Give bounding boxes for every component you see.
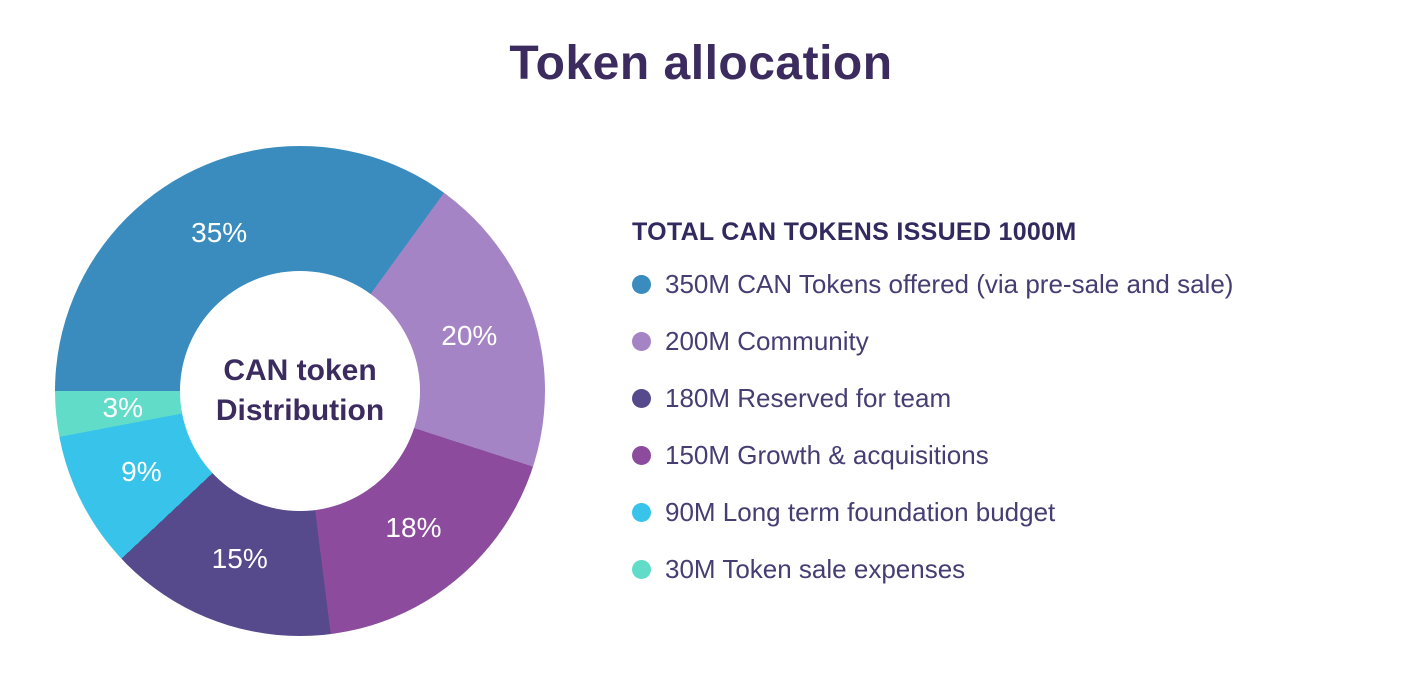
donut-center: CAN token Distribution [180,271,420,512]
legend-title: TOTAL CAN TOKENS ISSUED 1000M [632,218,1077,247]
legend-color-dot-icon [632,275,651,295]
donut-center-label-line2: Distribution [215,394,385,428]
legend-color-dot-icon [632,503,651,523]
legend-item: 30M Token sale expenses [632,555,1233,584]
legend-color-dot-icon [632,389,651,409]
content-row: 35% 20% 18% 15% 9% 3% CAN token Distribution … [0,111,1402,641]
legend-item-label: 150M Growth & acquisitions [665,440,989,471]
slice-percent-label: 35% [191,216,248,248]
legend-item: 150M Growth & acquisitions [632,441,1233,470]
legend: TOTAL CAN TOKENS ISSUED 1000M 350M CAN T… [632,111,1233,612]
legend-item-label: 30M Token sale expenses [665,554,966,585]
legend-item: 90M Long term foundation budget [632,498,1233,527]
slice-percent-label: 3% [102,391,144,423]
legend-color-dot-icon [632,332,651,352]
legend-list: 350M CAN Tokens offered (via pre-sale an… [632,270,1233,584]
page-title: Token allocation [509,37,893,90]
legend-color-dot-icon [632,446,651,466]
legend-item-label: 200M Community [665,326,869,357]
legend-item-label: 90M Long term foundation budget [665,497,1056,528]
donut-chart: 35% 20% 18% 15% 9% 3% CAN token Distribution [50,141,550,641]
token-allocation-infographic: Token allocation 35% 20% 18% 15% 9% 3% CAN to… [0,36,1402,683]
slice-percent-label: 20% [441,320,498,352]
slice-percent-label: 9% [121,455,162,487]
legend-item-label: 350M CAN Tokens offered (via pre-sale an… [665,269,1234,300]
legend-item: 200M Community [632,327,1233,356]
donut-center-label-line1: CAN token [223,353,377,387]
legend-color-dot-icon [632,560,651,580]
legend-item-label: 180M Reserved for team [665,383,952,414]
legend-item: 180M Reserved for team [632,384,1233,413]
legend-item: 350M CAN Tokens offered (via pre-sale an… [632,270,1233,299]
slice-percent-label: 15% [211,542,268,574]
slice-percent-label: 18% [385,512,442,544]
